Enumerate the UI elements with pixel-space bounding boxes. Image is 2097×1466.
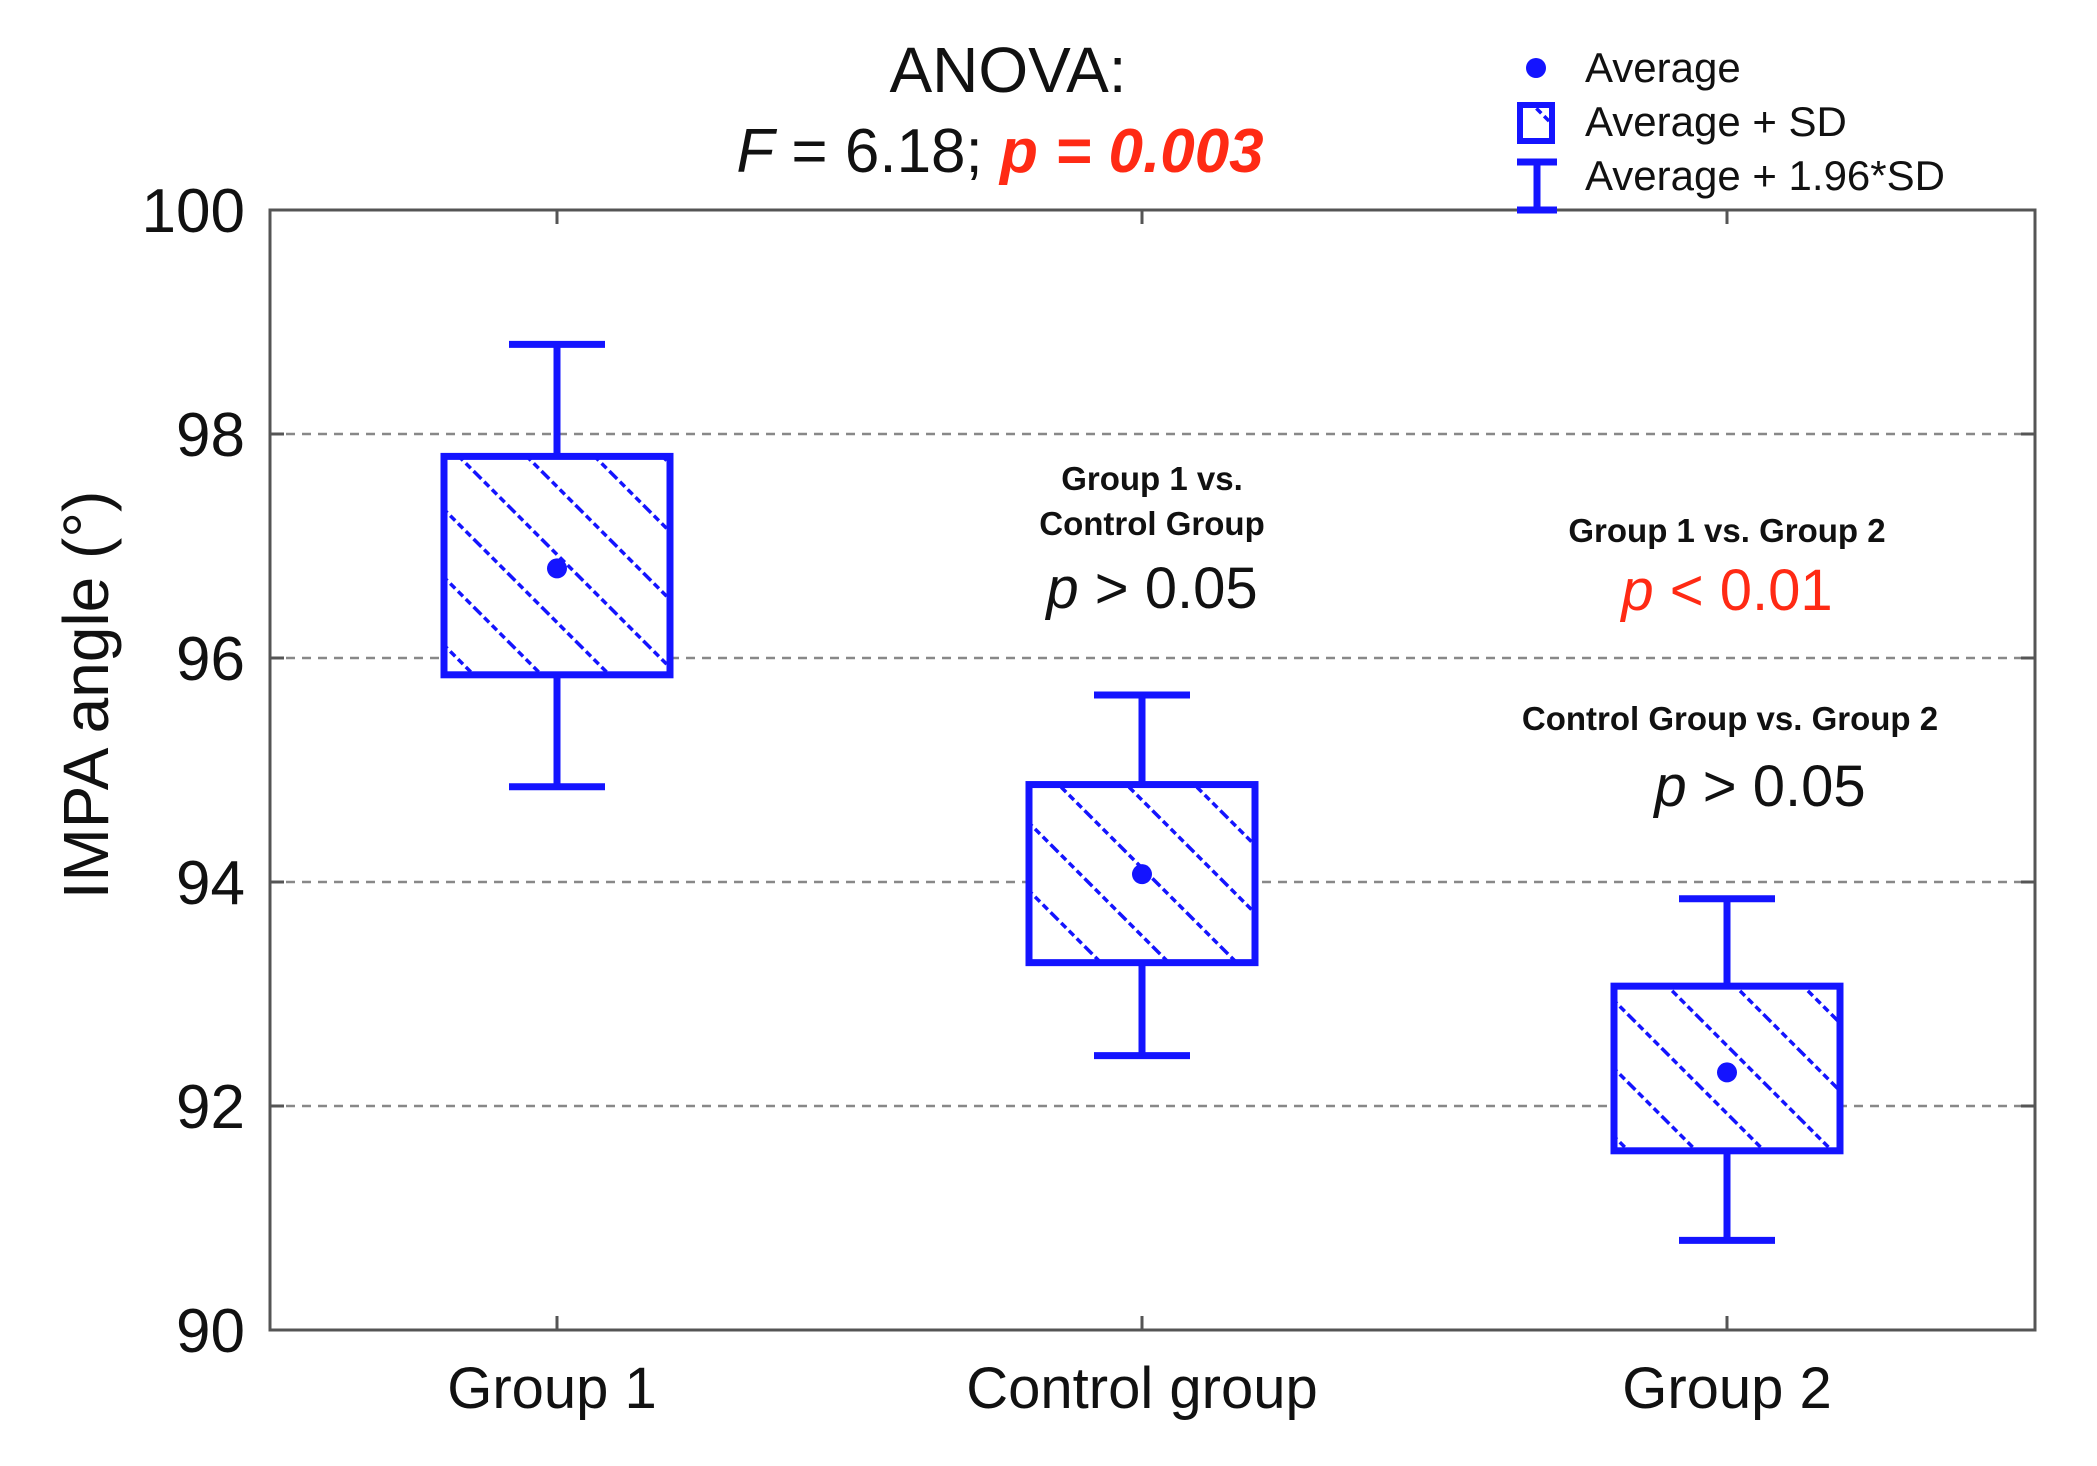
y-axis: 90 92 94 96 98 100 [142, 177, 2035, 1366]
x-tick-label: Control group [966, 1356, 1317, 1421]
legend-box-marker [1517, 102, 1555, 144]
y-tick-label: 98 [176, 401, 245, 470]
legend-whisker-marker [1517, 158, 1557, 214]
y-tick-label: 92 [176, 1073, 245, 1142]
annotation-g1-vs-g2: Group 1 vs. Group 2 p < 0.01 [1568, 512, 1885, 623]
chart-title-line1: ANOVA: [889, 34, 1126, 106]
mean-point [547, 558, 567, 579]
mean-point [1132, 864, 1152, 885]
legend-average-marker [1526, 58, 1546, 78]
box-group-2 [1610, 895, 1844, 1244]
title-f-value: = 6.18; [774, 117, 1000, 186]
box-control-group [1025, 691, 1259, 1060]
box-group-1 [440, 340, 674, 791]
x-tick-label: Group 1 [447, 1356, 657, 1421]
annotation-control-vs-g2-p: p > 0.05 [1652, 754, 1865, 819]
annotation-control-vs-g2: Control Group vs. Group 2 p > 0.05 [1522, 700, 1938, 819]
legend-box-label: Average + SD [1585, 98, 1847, 145]
title-p-value: p = 0.003 [998, 117, 1264, 186]
legend-whisker-label: Average + 1.96*SD [1585, 152, 1945, 199]
y-tick-label: 90 [176, 1297, 245, 1366]
x-axis: Group 1 Control group Group 2 [447, 210, 1832, 1421]
annotation-g1-vs-control: Group 1 vs. Control Group p > 0.05 [1039, 460, 1264, 621]
x-tick-label: Group 2 [1622, 1356, 1832, 1421]
legend-average-label: Average [1585, 44, 1741, 91]
annotation-control-vs-g2-line1: Control Group vs. Group 2 [1522, 700, 1938, 737]
annotation-g1-vs-g2-p: p < 0.01 [1619, 558, 1832, 623]
plot-frame [268, 208, 2037, 1332]
mean-point [1717, 1062, 1737, 1083]
y-axis-label: IMPA angle (°) [50, 491, 122, 900]
annotation-g1-vs-control-line2: Control Group [1039, 505, 1264, 542]
annotation-g1-vs-g2-line1: Group 1 vs. Group 2 [1568, 512, 1885, 549]
annotation-g1-vs-control-p: p > 0.05 [1044, 556, 1257, 621]
chart-title-line2: F = 6.18; p = 0.003 [736, 117, 1263, 186]
title-f-symbol: F [736, 117, 777, 186]
y-tick-label: 96 [176, 625, 245, 694]
y-tick-label: 94 [176, 849, 245, 918]
legend: Average Average + SD Average + 1.96*SD [1517, 44, 1945, 214]
y-tick-label: 100 [142, 177, 245, 246]
annotation-g1-vs-control-line1: Group 1 vs. [1061, 460, 1243, 497]
box-series [440, 340, 1844, 1244]
